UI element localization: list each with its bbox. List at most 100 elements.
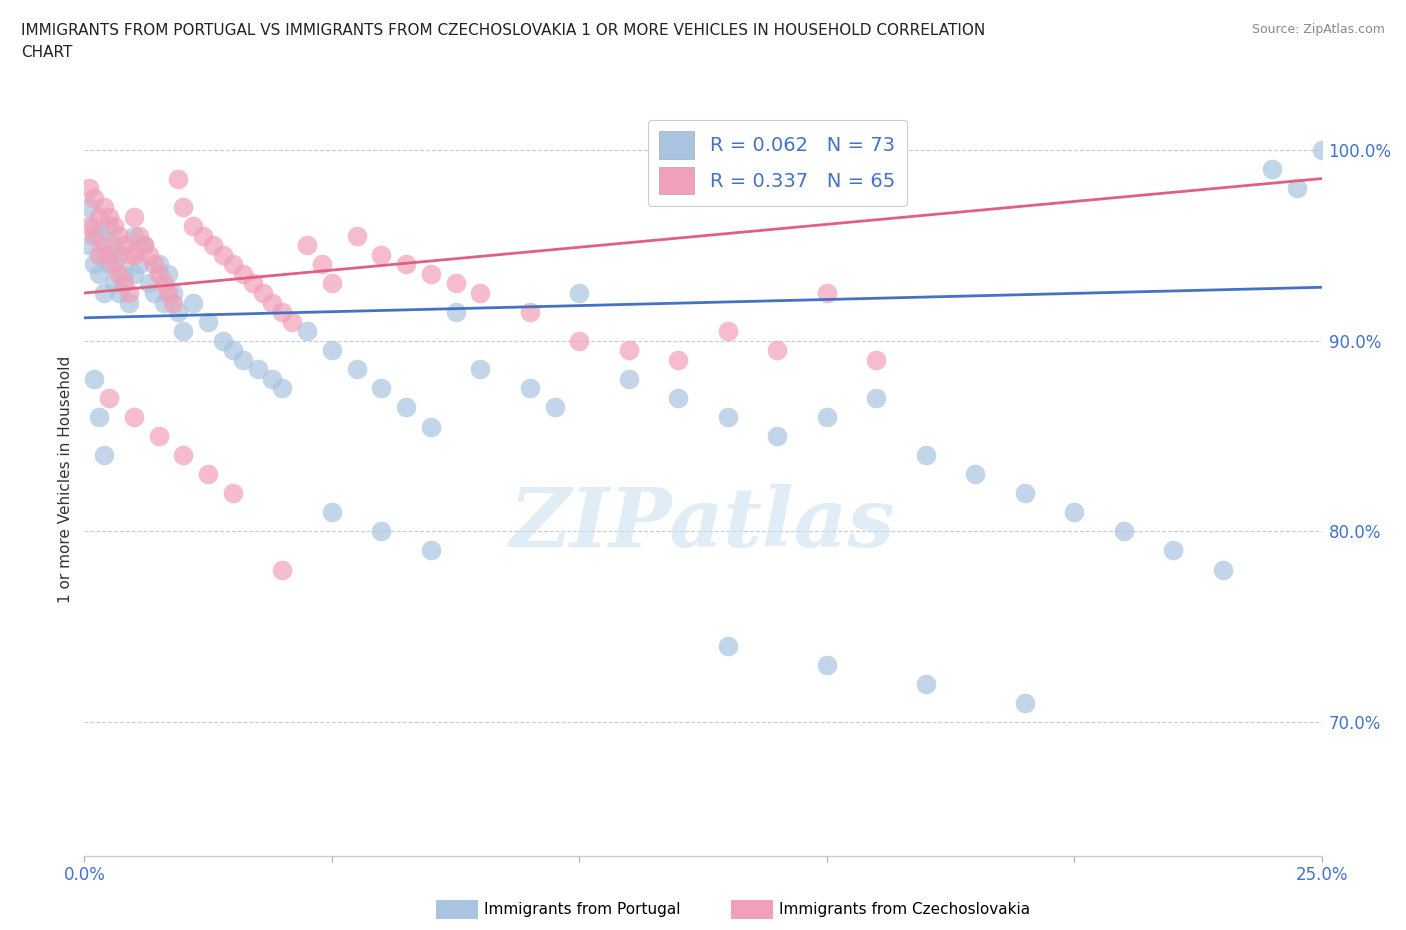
- Point: [914, 447, 936, 462]
- Point: [132, 238, 155, 253]
- Point: [93, 200, 115, 215]
- Point: [444, 276, 467, 291]
- Point: [142, 286, 165, 300]
- Point: [157, 286, 180, 300]
- Point: [321, 276, 343, 291]
- Point: [666, 391, 689, 405]
- Point: [167, 171, 190, 186]
- Point: [128, 257, 150, 272]
- Legend: R = 0.062   N = 73, R = 0.337   N = 65: R = 0.062 N = 73, R = 0.337 N = 65: [648, 120, 907, 206]
- Point: [321, 505, 343, 520]
- Point: [568, 286, 591, 300]
- Point: [112, 276, 135, 291]
- Point: [93, 286, 115, 300]
- Point: [122, 229, 145, 244]
- Point: [112, 238, 135, 253]
- Point: [122, 209, 145, 224]
- Point: [519, 381, 541, 396]
- Point: [103, 238, 125, 253]
- Point: [162, 286, 184, 300]
- Point: [1014, 696, 1036, 711]
- Point: [142, 257, 165, 272]
- Text: IMMIGRANTS FROM PORTUGAL VS IMMIGRANTS FROM CZECHOSLOVAKIA 1 OR MORE VEHICLES IN: IMMIGRANTS FROM PORTUGAL VS IMMIGRANTS F…: [21, 23, 986, 60]
- Point: [815, 409, 838, 424]
- Point: [242, 276, 264, 291]
- Point: [965, 467, 987, 482]
- Point: [83, 371, 105, 386]
- Point: [93, 247, 115, 262]
- Point: [83, 191, 105, 206]
- Point: [148, 429, 170, 444]
- Point: [118, 247, 141, 262]
- Point: [103, 219, 125, 233]
- Point: [1112, 524, 1135, 538]
- Point: [103, 257, 125, 272]
- Point: [181, 219, 204, 233]
- Point: [1014, 485, 1036, 500]
- Point: [89, 209, 111, 224]
- Point: [295, 238, 318, 253]
- Point: [865, 352, 887, 367]
- Point: [1310, 142, 1333, 157]
- Point: [83, 219, 105, 233]
- Point: [222, 343, 245, 358]
- Point: [212, 247, 235, 262]
- Point: [370, 247, 392, 262]
- Point: [666, 352, 689, 367]
- Point: [197, 314, 219, 329]
- Point: [419, 543, 441, 558]
- Point: [281, 314, 304, 329]
- Point: [89, 229, 111, 244]
- Point: [83, 257, 105, 272]
- Point: [103, 276, 125, 291]
- Point: [172, 324, 194, 339]
- Point: [98, 247, 121, 262]
- Point: [138, 247, 160, 262]
- Point: [138, 276, 160, 291]
- Point: [202, 238, 225, 253]
- Point: [222, 257, 245, 272]
- Point: [262, 295, 284, 310]
- Point: [1161, 543, 1184, 558]
- Point: [766, 343, 789, 358]
- Point: [232, 352, 254, 367]
- Point: [271, 562, 294, 577]
- Point: [118, 286, 141, 300]
- Point: [419, 267, 441, 282]
- Point: [271, 381, 294, 396]
- Point: [370, 381, 392, 396]
- Point: [262, 371, 284, 386]
- Point: [346, 229, 368, 244]
- Point: [98, 219, 121, 233]
- Point: [89, 267, 111, 282]
- Point: [419, 419, 441, 434]
- Point: [717, 324, 740, 339]
- Point: [122, 267, 145, 282]
- Point: [162, 295, 184, 310]
- Point: [122, 409, 145, 424]
- Point: [108, 267, 131, 282]
- Point: [108, 286, 131, 300]
- Point: [271, 305, 294, 320]
- Point: [1285, 180, 1308, 195]
- Point: [212, 333, 235, 348]
- Point: [395, 400, 418, 415]
- Point: [108, 229, 131, 244]
- Point: [295, 324, 318, 339]
- Point: [543, 400, 565, 415]
- Point: [232, 267, 254, 282]
- Point: [83, 229, 105, 244]
- Text: Immigrants from Czechoslovakia: Immigrants from Czechoslovakia: [779, 902, 1031, 917]
- Point: [132, 238, 155, 253]
- Point: [470, 362, 492, 377]
- Point: [112, 267, 135, 282]
- Point: [568, 333, 591, 348]
- Point: [181, 295, 204, 310]
- Point: [79, 180, 101, 195]
- Point: [617, 343, 640, 358]
- Point: [79, 200, 101, 215]
- Point: [252, 286, 274, 300]
- Point: [172, 447, 194, 462]
- Point: [152, 276, 174, 291]
- Point: [766, 429, 789, 444]
